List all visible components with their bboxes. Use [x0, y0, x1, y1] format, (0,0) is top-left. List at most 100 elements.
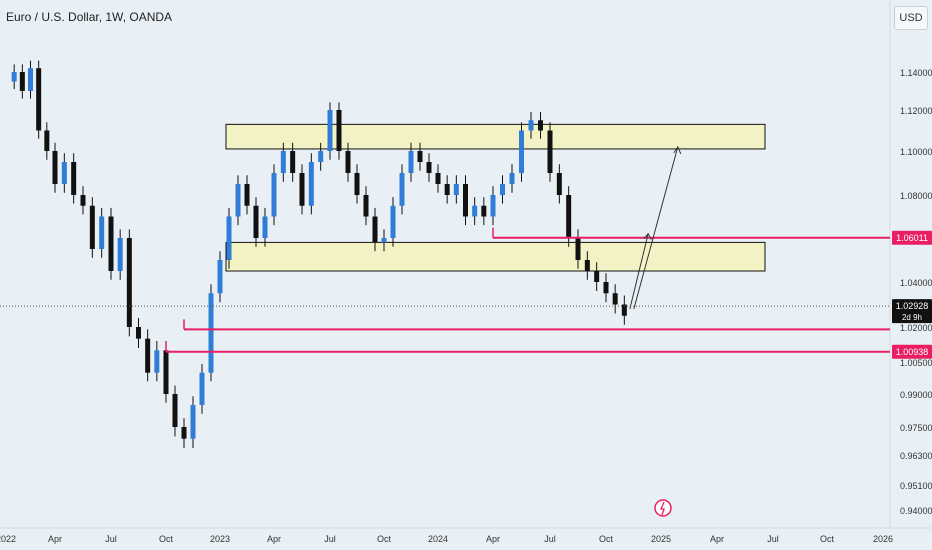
support-zone — [225, 241, 766, 272]
price-tag-label: 1.02928 — [896, 301, 929, 311]
candle-body — [89, 205, 95, 249]
candle-body — [528, 120, 534, 131]
candle-body — [566, 195, 572, 238]
y-tick-label: 1.08000 — [900, 191, 932, 201]
candle-body — [327, 110, 333, 151]
x-tick-label: Oct — [820, 534, 835, 544]
candle-body — [612, 293, 618, 305]
candle-body — [538, 120, 543, 131]
candle-body — [226, 216, 232, 260]
y-tick-label: 1.10000 — [900, 147, 932, 157]
candle-body — [299, 173, 305, 206]
candle-body — [154, 350, 160, 373]
y-tick-label: 0.95100 — [900, 481, 932, 491]
candle-body — [181, 427, 187, 439]
candle-body — [253, 205, 259, 238]
candle-body — [336, 110, 342, 151]
candle-body — [262, 216, 268, 238]
candle-body — [417, 151, 423, 162]
x-tick-label: 2022 — [0, 534, 16, 544]
candle-body — [145, 338, 151, 373]
candle-body — [584, 260, 590, 271]
x-tick-label: Apr — [486, 534, 500, 544]
lightning-icon — [660, 501, 665, 516]
y-tick-label: 1.04000 — [900, 278, 932, 288]
candle-body — [71, 162, 77, 195]
price-tag — [892, 344, 932, 359]
x-tick-label: Jul — [324, 534, 336, 544]
candle-body — [481, 205, 487, 217]
candle-body — [621, 304, 627, 316]
candle-body — [208, 293, 214, 373]
candle-body — [444, 184, 450, 195]
y-tick-label: 1.00500 — [900, 358, 932, 368]
candle-body — [603, 282, 609, 294]
candle-body — [463, 184, 468, 217]
y-tick-label: 0.94000 — [900, 506, 932, 516]
candle-body — [594, 271, 600, 282]
price-tag-label: 1.06011 — [896, 233, 928, 243]
candle-body — [399, 173, 405, 206]
candle-body — [308, 162, 314, 206]
candle-body — [80, 195, 86, 206]
candle-body — [28, 68, 33, 91]
x-tick-label: Oct — [377, 534, 392, 544]
candle-body — [280, 151, 286, 173]
candle-body — [472, 205, 478, 217]
projection-arrow-1 — [629, 233, 649, 310]
candle-body — [363, 195, 369, 217]
price-tag-countdown: 2d 9h — [902, 313, 922, 322]
candle-body — [126, 238, 132, 327]
y-tick-label: 1.02000 — [900, 323, 932, 333]
candle-body — [235, 184, 241, 217]
candle-body — [163, 350, 169, 394]
x-tick-label: Jul — [767, 534, 779, 544]
candle-body — [136, 327, 141, 339]
candle-body — [172, 394, 178, 427]
candle-body — [500, 184, 505, 195]
x-tick-label: Apr — [710, 534, 724, 544]
x-tick-label: 2025 — [651, 534, 671, 544]
candle-body — [345, 151, 351, 173]
candle-body — [453, 184, 459, 195]
candle-body — [36, 68, 42, 131]
candle-body — [271, 173, 277, 217]
chart-title: Euro / U.S. Dollar, 1W, OANDA — [6, 10, 173, 24]
x-tick-label: 2024 — [428, 534, 448, 544]
candle-body — [381, 238, 387, 243]
candle-body — [547, 130, 553, 173]
x-tick-label: Apr — [48, 534, 62, 544]
event-icon — [654, 499, 672, 517]
price-tag-label: 1.00938 — [896, 347, 929, 357]
candle-body — [509, 173, 515, 184]
candle-body — [390, 205, 396, 238]
candle-body — [426, 162, 432, 173]
candle-body — [11, 72, 17, 82]
candle-body — [556, 173, 562, 195]
x-tick-label: Jul — [544, 534, 556, 544]
candle-body — [217, 260, 223, 294]
candle-body — [199, 372, 205, 405]
projection-arrowhead-1 — [643, 232, 652, 240]
x-tick-label: Oct — [599, 534, 614, 544]
candle-body — [575, 238, 581, 260]
candle-body — [435, 173, 441, 184]
price-tag — [892, 299, 932, 324]
candle-body — [117, 238, 123, 271]
candle-body — [244, 184, 250, 206]
candle-body — [354, 173, 360, 195]
candle-body — [290, 151, 296, 173]
y-tick-label: 1.12000 — [900, 106, 932, 116]
candle-body — [99, 216, 105, 249]
resistance-zone — [225, 123, 766, 150]
y-tick-label: 0.96300 — [900, 451, 932, 461]
candle-body — [490, 195, 496, 217]
currency-button[interactable]: USD — [894, 6, 928, 30]
price-tag — [892, 230, 932, 245]
x-tick-label: Oct — [159, 534, 174, 544]
candle-body — [372, 216, 378, 243]
candle-body — [108, 216, 114, 271]
y-tick-label: 1.14000 — [900, 68, 932, 78]
